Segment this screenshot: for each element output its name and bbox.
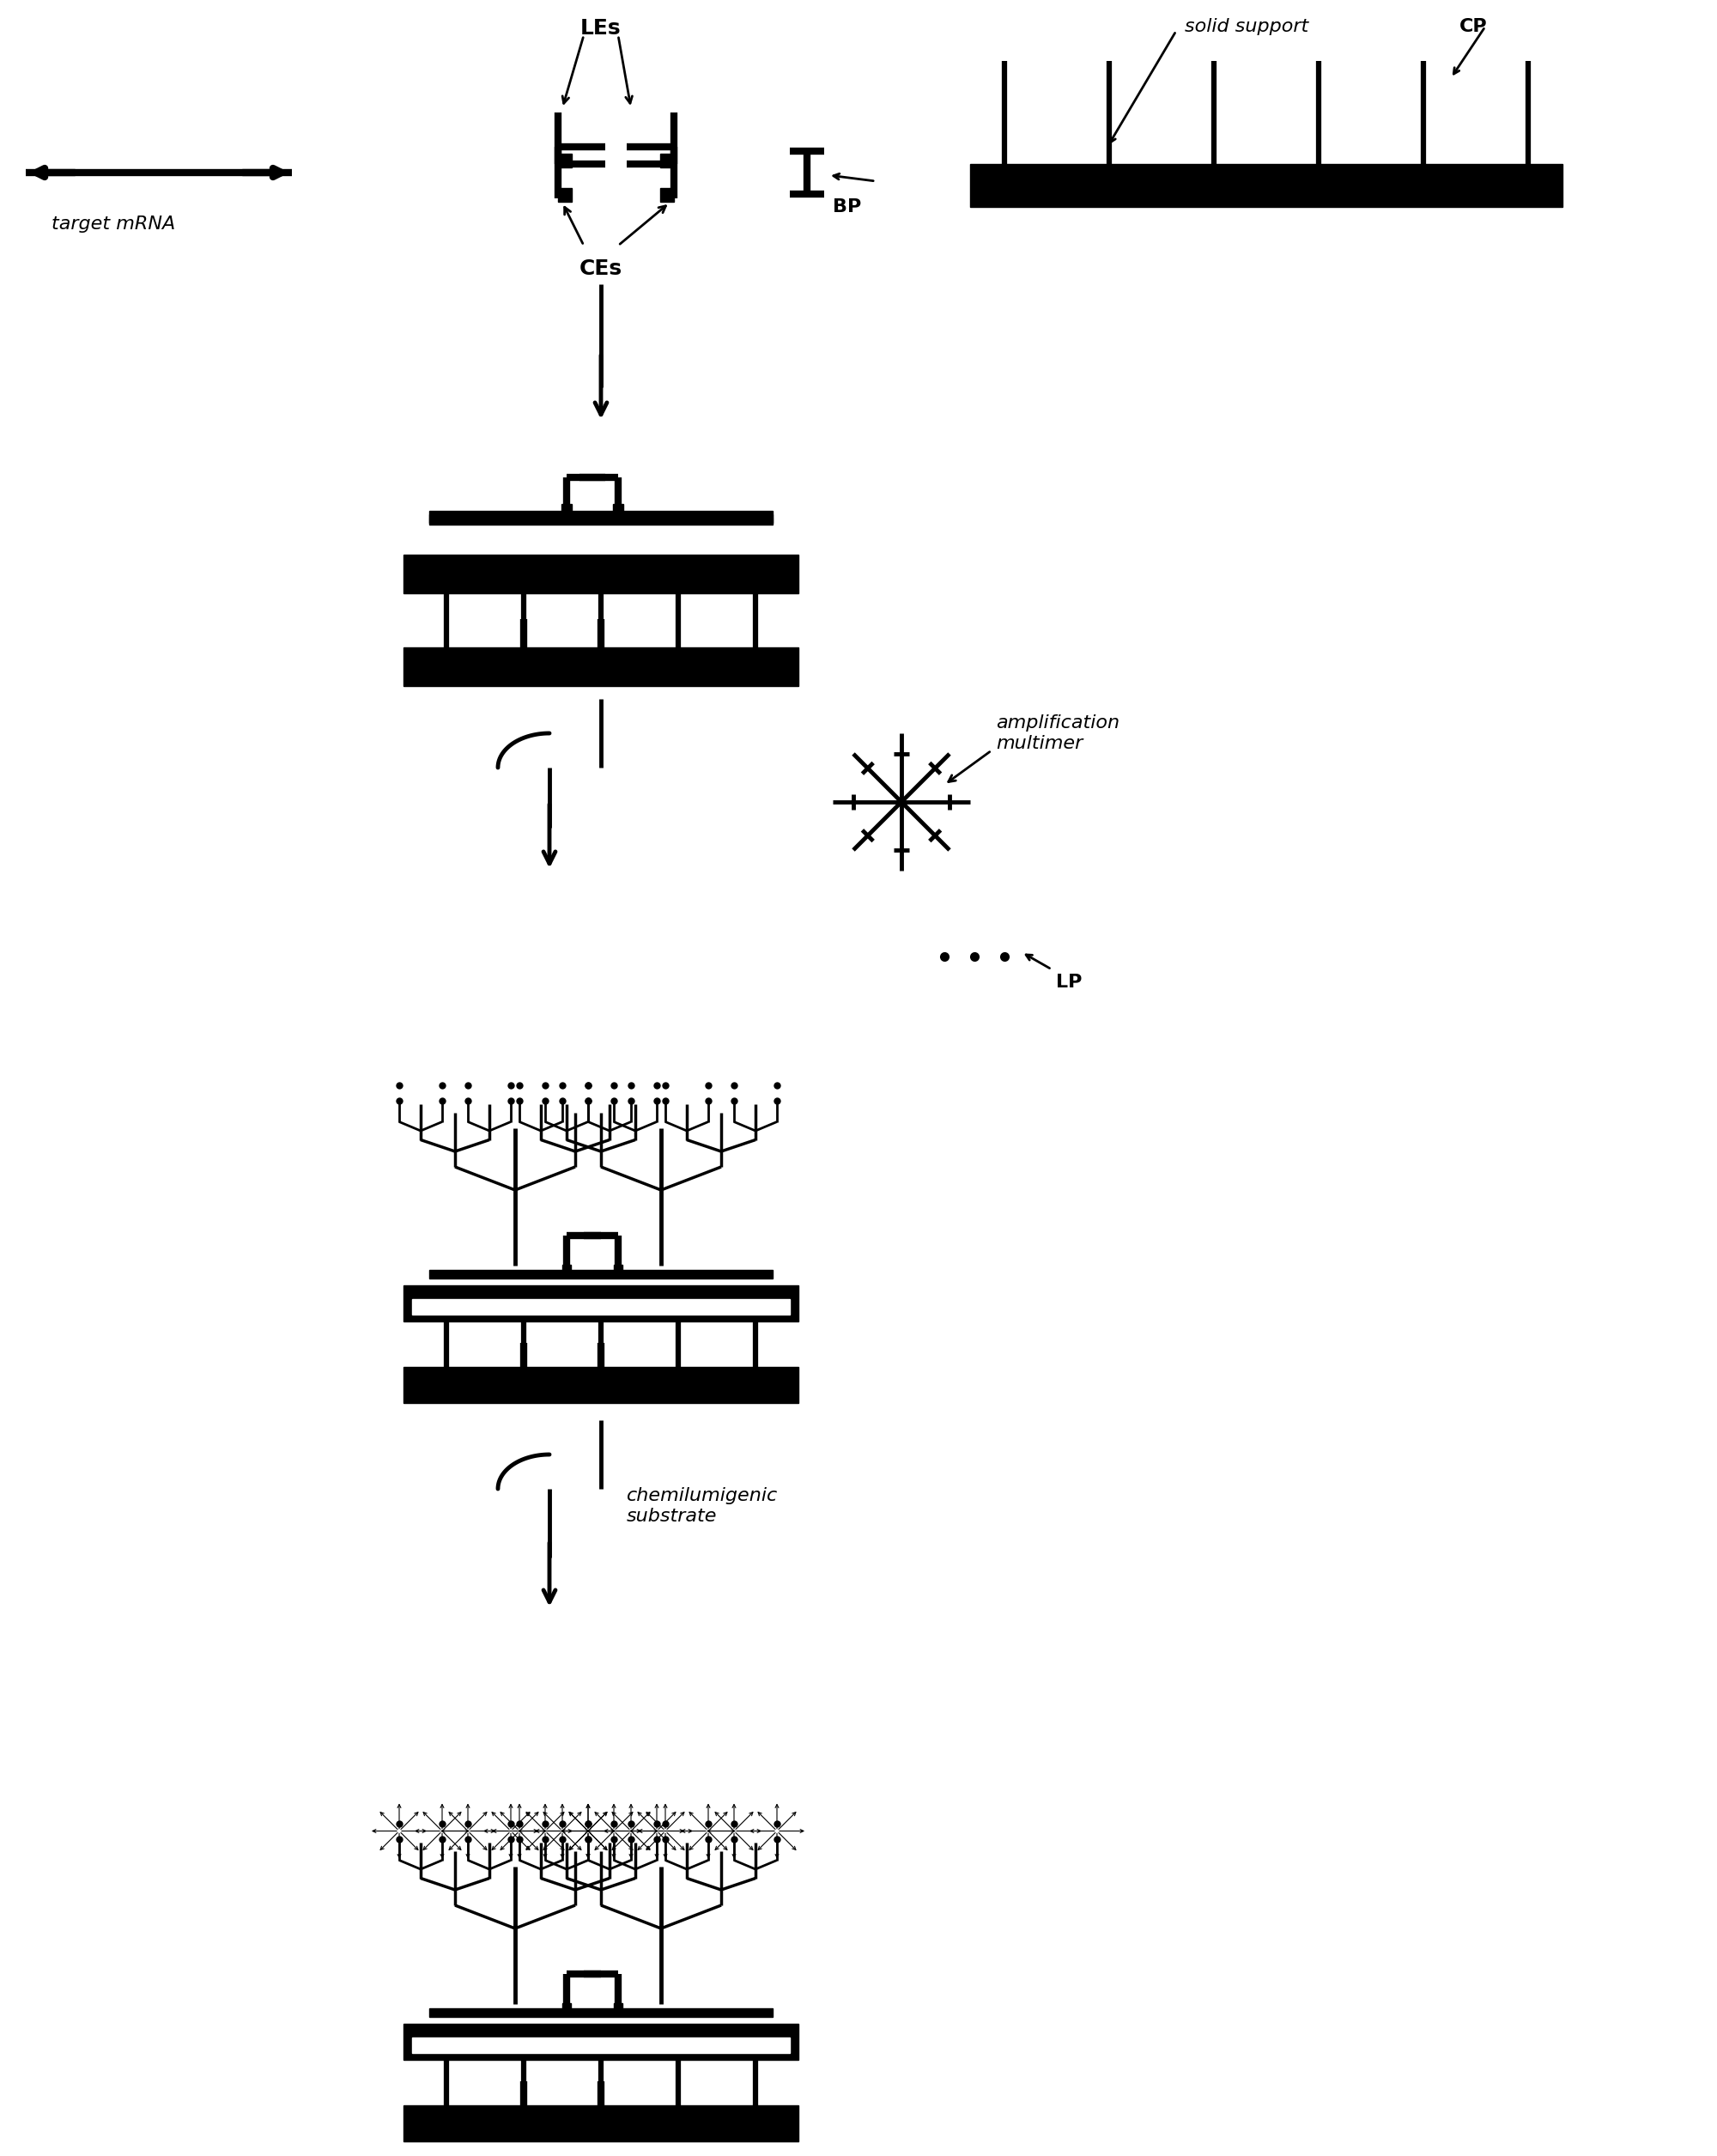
Bar — [403, 2106, 798, 2141]
Bar — [429, 511, 773, 517]
Bar — [659, 188, 673, 203]
Text: target mRNA: target mRNA — [52, 216, 175, 233]
Bar — [659, 153, 673, 168]
Bar — [429, 2009, 773, 2016]
Text: CEs: CEs — [579, 259, 623, 278]
Bar — [970, 164, 1562, 207]
Bar — [598, 2109, 604, 2117]
Bar — [596, 649, 606, 662]
Bar — [412, 1300, 790, 1315]
Bar — [598, 1369, 604, 1380]
Text: amplification
multimer: amplification multimer — [996, 716, 1119, 752]
Bar — [429, 1270, 773, 1279]
Bar — [563, 2003, 570, 2012]
Bar — [403, 1285, 798, 1322]
Bar — [558, 153, 572, 168]
Bar — [519, 1369, 529, 1380]
Bar — [519, 649, 529, 662]
Bar — [563, 1266, 570, 1274]
Bar — [558, 188, 572, 203]
Bar — [403, 1367, 798, 1404]
Bar — [615, 2003, 622, 2012]
Text: solid support: solid support — [1185, 17, 1308, 34]
Bar — [519, 2109, 529, 2117]
Bar — [561, 505, 572, 515]
Bar — [429, 515, 773, 524]
Bar — [403, 554, 798, 593]
Bar — [615, 1266, 622, 1274]
Text: LEs: LEs — [580, 17, 622, 39]
Bar — [613, 505, 623, 515]
Bar — [403, 647, 798, 686]
Bar — [412, 2037, 790, 2053]
Bar — [403, 2024, 798, 2059]
Text: LP: LP — [1056, 975, 1082, 992]
Text: chemilumigenic
substrate: chemilumigenic substrate — [627, 1488, 778, 1524]
Text: CP: CP — [1459, 17, 1487, 34]
Text: BP: BP — [833, 198, 862, 216]
Bar — [429, 511, 773, 524]
